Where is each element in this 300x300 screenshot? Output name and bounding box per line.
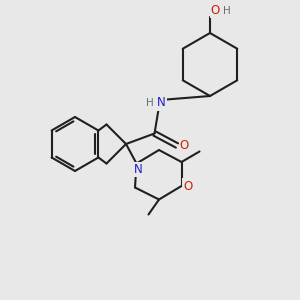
Text: H: H — [223, 5, 230, 16]
Text: N: N — [157, 96, 166, 110]
Text: O: O — [184, 179, 193, 193]
Text: N: N — [134, 163, 142, 176]
Text: O: O — [211, 4, 220, 17]
Text: H: H — [146, 98, 153, 108]
Text: O: O — [180, 139, 189, 152]
